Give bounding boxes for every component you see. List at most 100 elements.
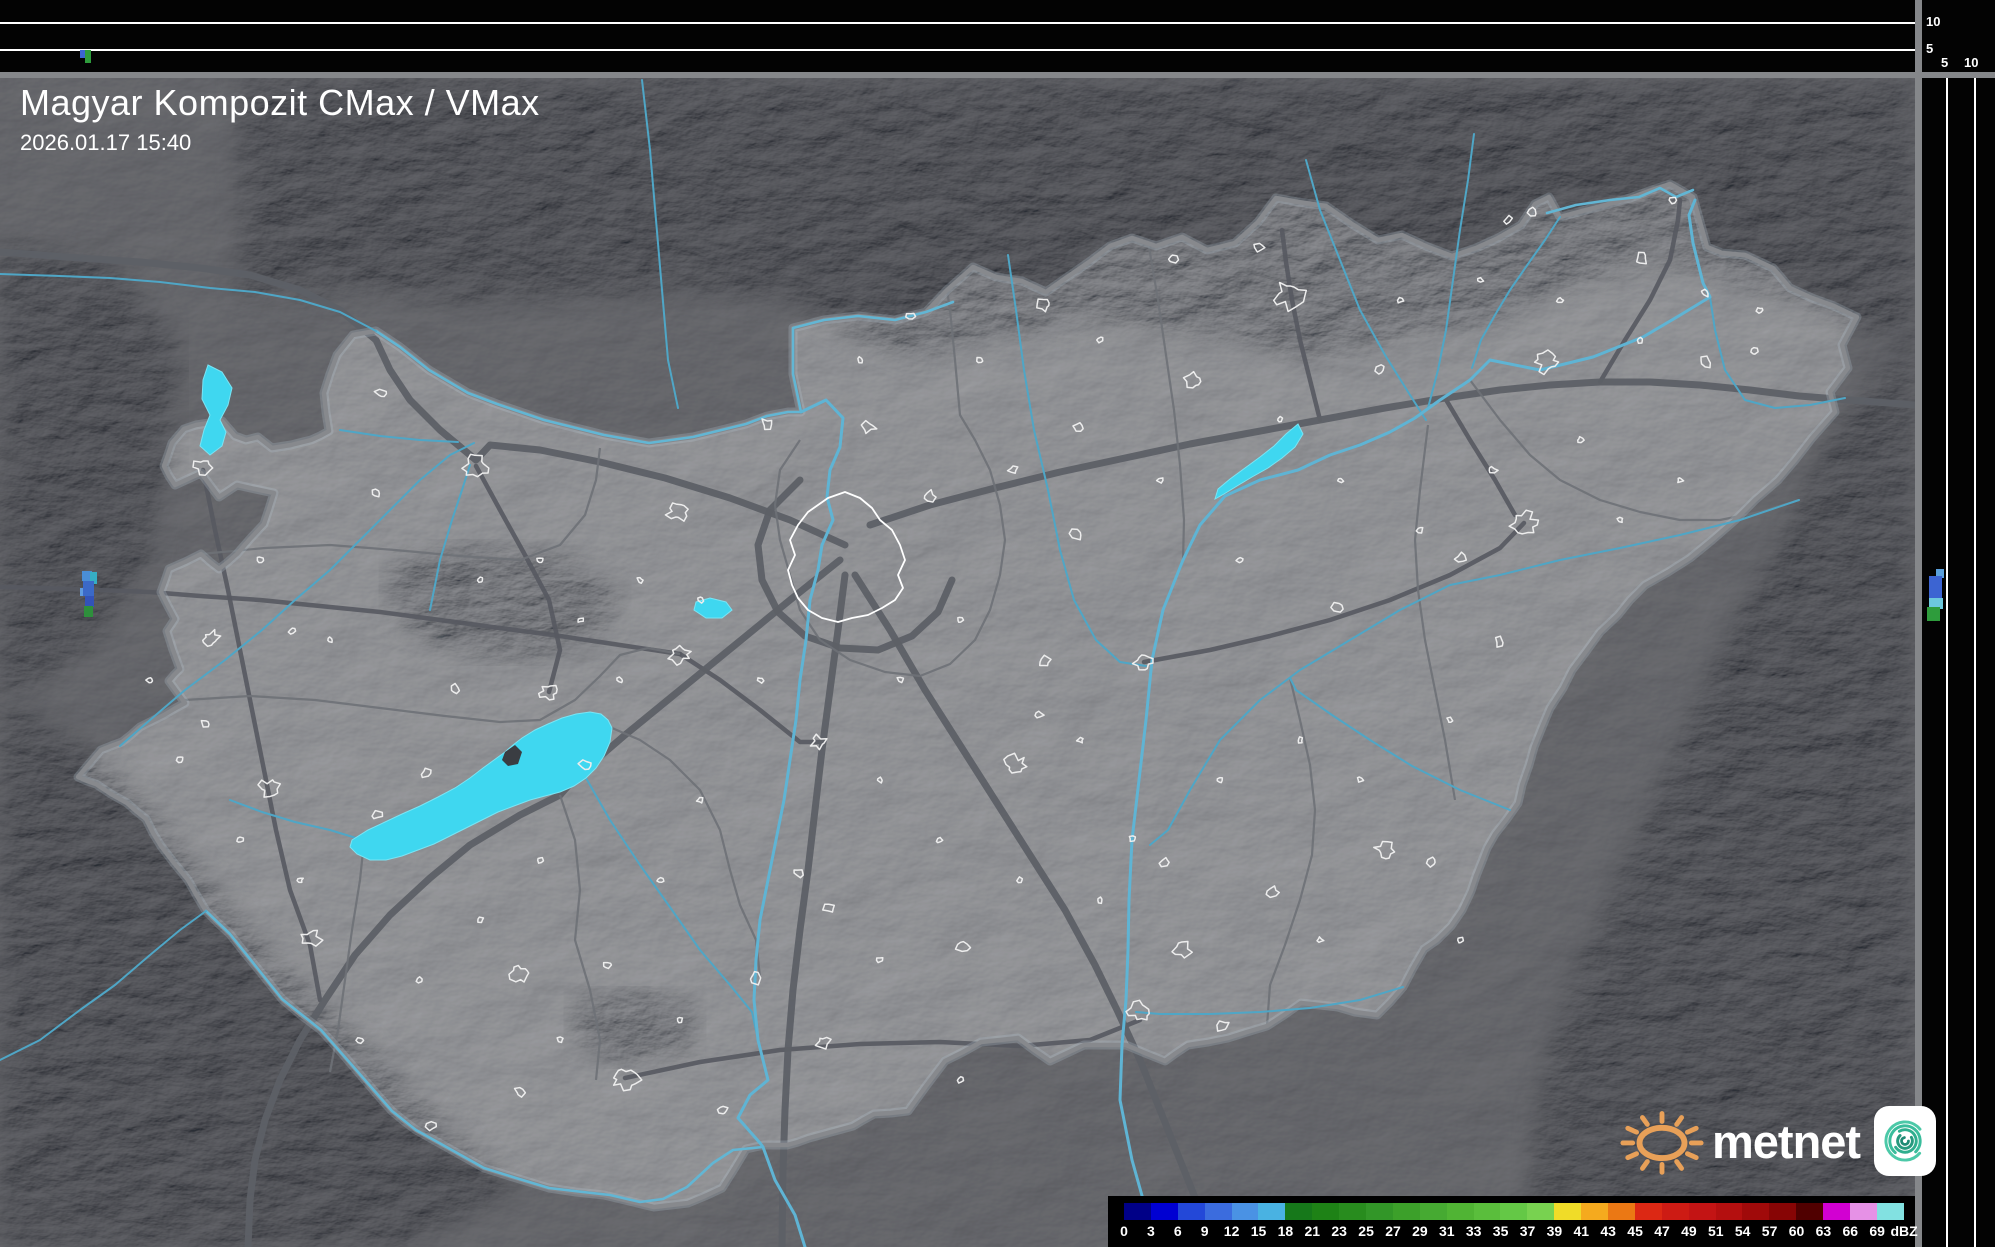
county-borders (184, 246, 1800, 1081)
city-outline (876, 776, 883, 784)
country-border (73, 179, 1862, 1212)
city-outline (1016, 876, 1024, 884)
road-minor (1279, 227, 1323, 423)
colorbar-swatch (1312, 1203, 1340, 1220)
city-outline (1526, 206, 1537, 217)
river (1135, 986, 1404, 1015)
city-outline (656, 876, 665, 883)
city-outline (296, 877, 305, 884)
city-outline (175, 756, 184, 764)
city-outline (424, 1120, 438, 1132)
title-block: Magyar Kompozit CMax / VMax 2026.01.17 1… (20, 82, 540, 156)
road-major (244, 556, 844, 1247)
road-minor (1141, 520, 1527, 665)
city-outline (1253, 242, 1266, 253)
road-minor (473, 463, 563, 695)
colorbar-unit-label: dBZ (1890, 1223, 1918, 1239)
river-major (736, 398, 845, 1247)
top-axis-10km-label: 10 (1926, 14, 1941, 29)
city-outline (667, 644, 692, 666)
city-outline (612, 1068, 643, 1092)
city-outline (1072, 421, 1084, 433)
city-outline (1755, 307, 1764, 314)
lakes (199, 364, 1304, 861)
radar-echo-cell (85, 50, 91, 63)
colorbar-swatch (1769, 1203, 1797, 1220)
city-outline (1576, 435, 1585, 444)
city-outline (1503, 214, 1514, 225)
city-outline (145, 676, 154, 684)
city-outline (420, 767, 432, 779)
river (1709, 296, 1846, 409)
city-outline (1494, 635, 1504, 648)
city-outline (676, 1016, 684, 1024)
city-outline (450, 682, 461, 695)
city-outline (1700, 355, 1712, 369)
country-border-line (75, 181, 1860, 1210)
radar-echo-cell (80, 588, 85, 596)
colorbar-swatch (1124, 1203, 1151, 1220)
mountain-patch (1530, 330, 1915, 1247)
river (119, 442, 475, 747)
city-outline (236, 836, 245, 843)
city-outline (860, 419, 878, 435)
city-outline (200, 719, 210, 728)
river (339, 429, 459, 443)
city-outline (257, 779, 282, 798)
county-line (200, 447, 602, 562)
county-line (1413, 424, 1457, 801)
river (1007, 254, 1147, 667)
colorbar-swatch (1204, 1203, 1232, 1220)
colorbar-swatch (1339, 1203, 1367, 1220)
metnet-logo: metnet (1618, 1096, 1937, 1186)
city-outline (905, 312, 917, 320)
mountain-patch (0, 240, 180, 700)
city-outline (1677, 477, 1685, 484)
city-outline (556, 1036, 564, 1044)
colorbar-tick-label: 45 (1627, 1223, 1643, 1239)
cyclone-spiral-icon (1884, 1120, 1926, 1162)
colorbar-swatch (1876, 1203, 1904, 1220)
city-outline (577, 617, 585, 623)
top-height-profile-panel (0, 0, 1915, 72)
colorbar-swatch (1258, 1203, 1286, 1220)
road-minor (200, 467, 323, 1003)
budapest-outline (787, 491, 906, 623)
city-outline (923, 488, 937, 503)
city-outline (616, 676, 624, 684)
colorbar-tick-label: 3 (1146, 1223, 1155, 1239)
county-line (328, 831, 367, 1073)
city-outline (1068, 528, 1082, 541)
colorbar-tick-label: 33 (1465, 1223, 1482, 1239)
city-outline (857, 355, 864, 364)
lake-balaton (349, 711, 613, 861)
colorbar-tick-label: 9 (1200, 1223, 1209, 1239)
border-river (374, 329, 803, 445)
road-major (778, 571, 849, 1247)
city-outline (536, 856, 545, 864)
road-minor (0, 584, 683, 657)
city-outline (1555, 296, 1565, 304)
city-outline (957, 616, 965, 623)
city-outline (1453, 551, 1468, 563)
page-title: Magyar Kompozit CMax / VMax (20, 82, 540, 123)
sun-icon (1620, 1111, 1704, 1175)
city-outline (695, 796, 704, 804)
radar-echo-cell (82, 571, 92, 581)
colorbar-tick-label: 25 (1358, 1223, 1374, 1239)
right-axis-5km-label: 5 (1941, 55, 1949, 70)
radar-echo-cell (1929, 598, 1943, 609)
county-line (558, 794, 602, 1081)
city-outline (1006, 465, 1019, 474)
city-outline (1235, 556, 1244, 564)
colorbar-tick-label: 47 (1654, 1223, 1670, 1239)
city-outline (1167, 254, 1180, 264)
road-minor (1442, 395, 1518, 518)
colorbar-tick-label: 18 (1277, 1223, 1294, 1239)
river (585, 777, 758, 1036)
city-outline (192, 460, 214, 476)
road-major (851, 571, 1214, 1247)
border-river (1545, 186, 1695, 215)
city-outline (327, 636, 333, 644)
